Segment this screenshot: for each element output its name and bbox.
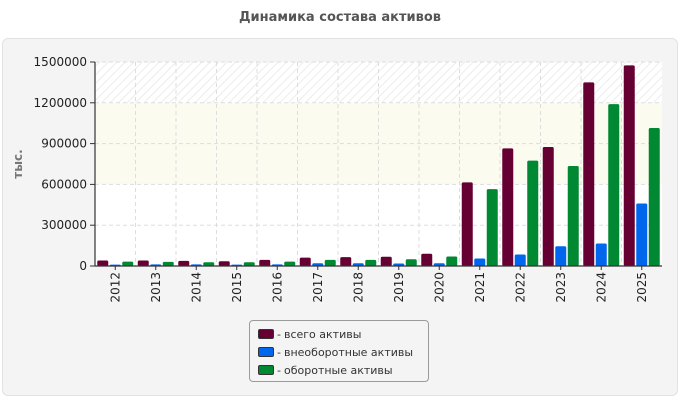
bar-2021-0 — [461, 182, 473, 266]
bar-2020-1 — [433, 263, 445, 266]
y-tick-label: 1500000 — [34, 55, 87, 69]
bar-2014-2 — [203, 262, 215, 266]
x-tick-label: 2020 — [432, 272, 446, 303]
bar-2017-0 — [299, 257, 311, 266]
bar-2015-2 — [243, 262, 255, 266]
legend-item-noncurrent: - внеоборотные активы — [258, 343, 428, 361]
y-tick-label: 900000 — [41, 137, 87, 151]
legend-swatch-noncurrent — [258, 347, 274, 357]
bar-2024-2 — [608, 104, 620, 266]
bar-2021-1 — [474, 258, 486, 266]
bar-2018-1 — [352, 263, 364, 266]
y-axis-label: тыс. — [11, 149, 25, 178]
x-tick-label: 2017 — [311, 272, 325, 303]
x-tick-label: 2022 — [513, 272, 527, 303]
bar-2024-1 — [595, 243, 607, 266]
legend-label-current: оборотные активы — [283, 363, 393, 377]
x-tick-label: 2023 — [554, 272, 568, 303]
legend-prefix: - — [277, 327, 281, 341]
bar-2025-1 — [636, 203, 648, 266]
bar-2016-2 — [284, 261, 296, 266]
bar-2015-0 — [218, 261, 230, 266]
x-tick-label: 2016 — [270, 272, 284, 303]
x-tick-label: 2024 — [594, 272, 608, 303]
bar-2023-1 — [555, 246, 567, 266]
bar-2018-2 — [365, 259, 377, 266]
legend-item-total: - всего активы — [258, 325, 428, 343]
legend-label-total: всего активы — [283, 327, 362, 341]
chart-title: Динамика состава активов — [238, 10, 442, 25]
bar-2014-0 — [178, 260, 190, 266]
legend: - всего активы - внеоборотные активы - о… — [249, 320, 429, 382]
bar-2017-1 — [312, 263, 324, 266]
bar-2025-2 — [648, 127, 660, 267]
bar-2017-2 — [324, 259, 336, 266]
x-tick-label: 2019 — [392, 272, 406, 303]
legend-prefix: - — [277, 345, 281, 359]
bar-2022-2 — [527, 160, 539, 266]
x-tick-label: 2014 — [189, 272, 203, 303]
bar-2018-0 — [340, 257, 352, 266]
bar-2019-2 — [405, 259, 417, 266]
bar-2019-0 — [380, 256, 392, 266]
x-tick-label: 2025 — [635, 272, 649, 303]
bar-2013-0 — [137, 260, 149, 266]
x-tick-label: 2021 — [473, 272, 487, 303]
bar-2023-0 — [542, 147, 554, 266]
y-tick-label: 1200000 — [34, 96, 87, 110]
bar-2020-2 — [446, 256, 458, 266]
bar-2020-0 — [421, 253, 433, 266]
y-tick-label: 300000 — [41, 218, 87, 232]
x-tick-label: 2013 — [149, 272, 163, 303]
legend-prefix: - — [277, 363, 281, 377]
y-tick-label: 0 — [79, 259, 87, 273]
y-tick-label: 600000 — [41, 177, 87, 191]
bar-2012-2 — [122, 261, 134, 266]
bar-2022-1 — [514, 254, 526, 266]
bar-2012-0 — [97, 260, 109, 266]
legend-swatch-total — [258, 329, 274, 339]
legend-swatch-current — [258, 365, 274, 375]
x-tick-label: 2012 — [108, 272, 122, 303]
legend-item-current: - оборотные активы — [258, 361, 428, 379]
bar-2021-2 — [486, 189, 498, 266]
bar-2023-2 — [567, 166, 579, 266]
bar-2024-0 — [583, 82, 595, 267]
plot-hatch — [95, 62, 662, 103]
bar-2019-1 — [393, 263, 405, 266]
bar-2022-0 — [502, 148, 514, 266]
x-tick-label: 2015 — [230, 272, 244, 303]
x-tick-label: 2018 — [351, 272, 365, 303]
bar-2013-2 — [162, 261, 174, 266]
bar-2025-0 — [623, 65, 635, 267]
bar-2016-0 — [259, 259, 271, 266]
legend-label-noncurrent: внеоборотные активы — [283, 345, 414, 359]
